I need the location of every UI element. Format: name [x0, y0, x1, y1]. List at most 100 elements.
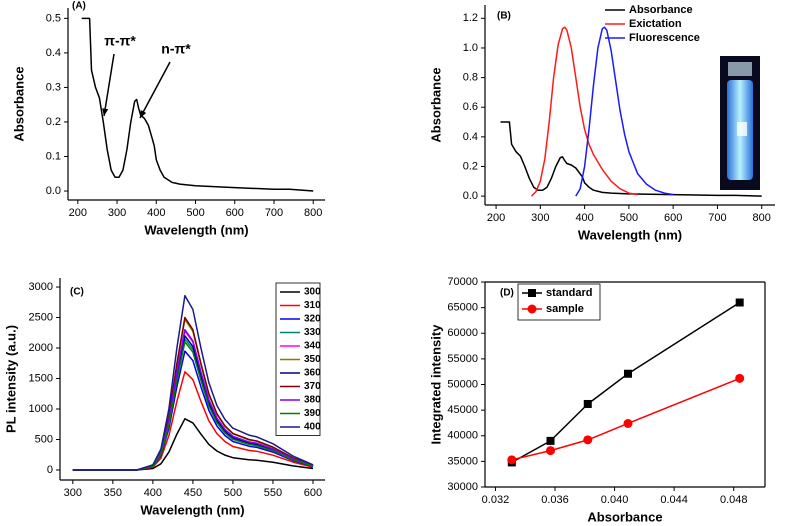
x-tick-label: 300 [64, 487, 82, 499]
x-tick-label: 450 [184, 487, 202, 499]
panel-title: (A) [72, 1, 86, 12]
marker [735, 298, 744, 307]
x-tick-label: 0.036 [541, 494, 569, 506]
legend: Absorbance Exictation Fluorescence [605, 4, 700, 44]
y-axis-label: Integrated intensity [428, 324, 443, 445]
y-tick-label: 0.1 [46, 150, 61, 162]
x-tick-label: 400 [575, 212, 593, 224]
y-tick-label: 55000 [447, 353, 478, 365]
y-tick-label: 0.4 [463, 131, 478, 143]
legend-marker [528, 289, 536, 297]
legend-label: 350 [304, 354, 321, 365]
y-axis-label: PL intensity (a.u.) [3, 325, 18, 433]
legend: 300 310 320 330 340 350 360 370 380 390 400 [275, 282, 321, 436]
y-tick-label: 0.0 [463, 190, 478, 202]
x-tick-label: 800 [304, 207, 322, 219]
vial-photo [720, 56, 760, 190]
y-tick-label: 0.6 [463, 101, 478, 113]
marker [583, 435, 593, 445]
y-tick-label: 45000 [447, 404, 478, 416]
y-tick-label: 0.0 [46, 185, 61, 197]
x-tick-label: 300 [108, 207, 126, 219]
legend-label: 300 [304, 287, 321, 298]
series-line [72, 371, 314, 471]
x-tick-label: 400 [144, 487, 162, 499]
y-tick-label: 2500 [29, 311, 53, 323]
x-tick-label: 600 [304, 487, 322, 499]
x-tick-label: 200 [69, 207, 87, 219]
marker [623, 418, 633, 428]
legend-marker [527, 304, 537, 314]
x-tick-label: 800 [753, 212, 771, 224]
legend-label: 330 [304, 327, 321, 338]
series-line [72, 294, 314, 471]
legend-label: sample [546, 303, 584, 315]
y-tick-label: 65000 [447, 302, 478, 314]
x-axis-label: Wavelength (nm) [578, 227, 682, 242]
x-axis-label: Wavelength (nm) [140, 502, 244, 517]
annotation: π-π* [104, 33, 136, 49]
y-tick-label: 500 [35, 433, 53, 445]
y-axis-label: Absorbance [11, 66, 26, 141]
legend-label: standard [546, 287, 592, 299]
legend-label: 370 [304, 381, 321, 392]
y-tick-label: 0.2 [463, 160, 478, 172]
y-tick-label: 70000 [447, 276, 478, 288]
x-tick-label: 400 [147, 207, 165, 219]
legend-label: 310 [304, 300, 321, 311]
x-tick-label: 0.048 [720, 494, 748, 506]
y-tick-label: 0 [47, 464, 53, 476]
y-tick-label: 35000 [447, 455, 478, 467]
y-tick-label: 50000 [447, 378, 478, 390]
marker [623, 369, 632, 378]
y-tick-label: 1.0 [463, 42, 478, 54]
y-tick-label: 60000 [447, 327, 478, 339]
y-tick-label: 40000 [447, 430, 478, 442]
panel-title: (C) [70, 287, 84, 298]
series-line [530, 26, 638, 197]
marker [583, 399, 592, 408]
panel: 200 300 400 500 600 700 800 0.0 0.1 0.2 0.3 0.4 0.5 (… [11, 1, 325, 237]
legend-label: 340 [304, 341, 321, 352]
arrow-head [140, 110, 147, 118]
x-tick-label: 700 [265, 207, 283, 219]
legend-label: Exictation [629, 18, 682, 30]
x-axis-label: Wavelength (nm) [144, 222, 248, 237]
x-tick-label: 700 [708, 212, 726, 224]
panel-title: (D) [500, 288, 514, 299]
panel: 300 350 400 450 500 550 600 0 500 1000 1500 2000 250… [3, 278, 325, 517]
x-tick-label: 0.040 [601, 494, 629, 506]
y-tick-label: 0.3 [46, 81, 61, 93]
x-tick-label: 500 [186, 207, 204, 219]
x-tick-label: 0.032 [482, 494, 510, 506]
legend-label: 400 [304, 422, 321, 433]
marker [735, 373, 745, 383]
x-tick-label: 300 [531, 212, 549, 224]
panel: 0.032 0.036 0.040 0.044 0.048 30000 35000 40000… [428, 276, 766, 524]
y-axis-label: Absorbance [428, 67, 443, 142]
legend-label: Absorbance [629, 4, 693, 16]
y-tick-label: 0.2 [46, 116, 61, 128]
marker [546, 436, 555, 445]
legend: standard sample [517, 283, 601, 321]
series-line [575, 26, 674, 197]
legend-label: 320 [304, 314, 321, 325]
series-line [511, 301, 741, 464]
series-line [81, 17, 314, 192]
x-tick-label: 200 [487, 212, 505, 224]
x-tick-label: 500 [620, 212, 638, 224]
legend-label: 380 [304, 395, 321, 406]
series-line [72, 418, 314, 471]
y-tick-label: 0.5 [46, 12, 61, 24]
y-tick-label: 1.2 [463, 12, 478, 24]
arrow-head [102, 108, 109, 116]
y-tick-label: 0.8 [463, 71, 478, 83]
annotation: n-π* [161, 41, 191, 57]
legend-label: Fluorescence [629, 32, 700, 44]
x-tick-label: 500 [224, 487, 242, 499]
x-tick-label: 600 [226, 207, 244, 219]
legend-label: 390 [304, 408, 321, 419]
y-tick-label: 30000 [447, 481, 478, 493]
y-tick-label: 0.4 [46, 47, 61, 59]
